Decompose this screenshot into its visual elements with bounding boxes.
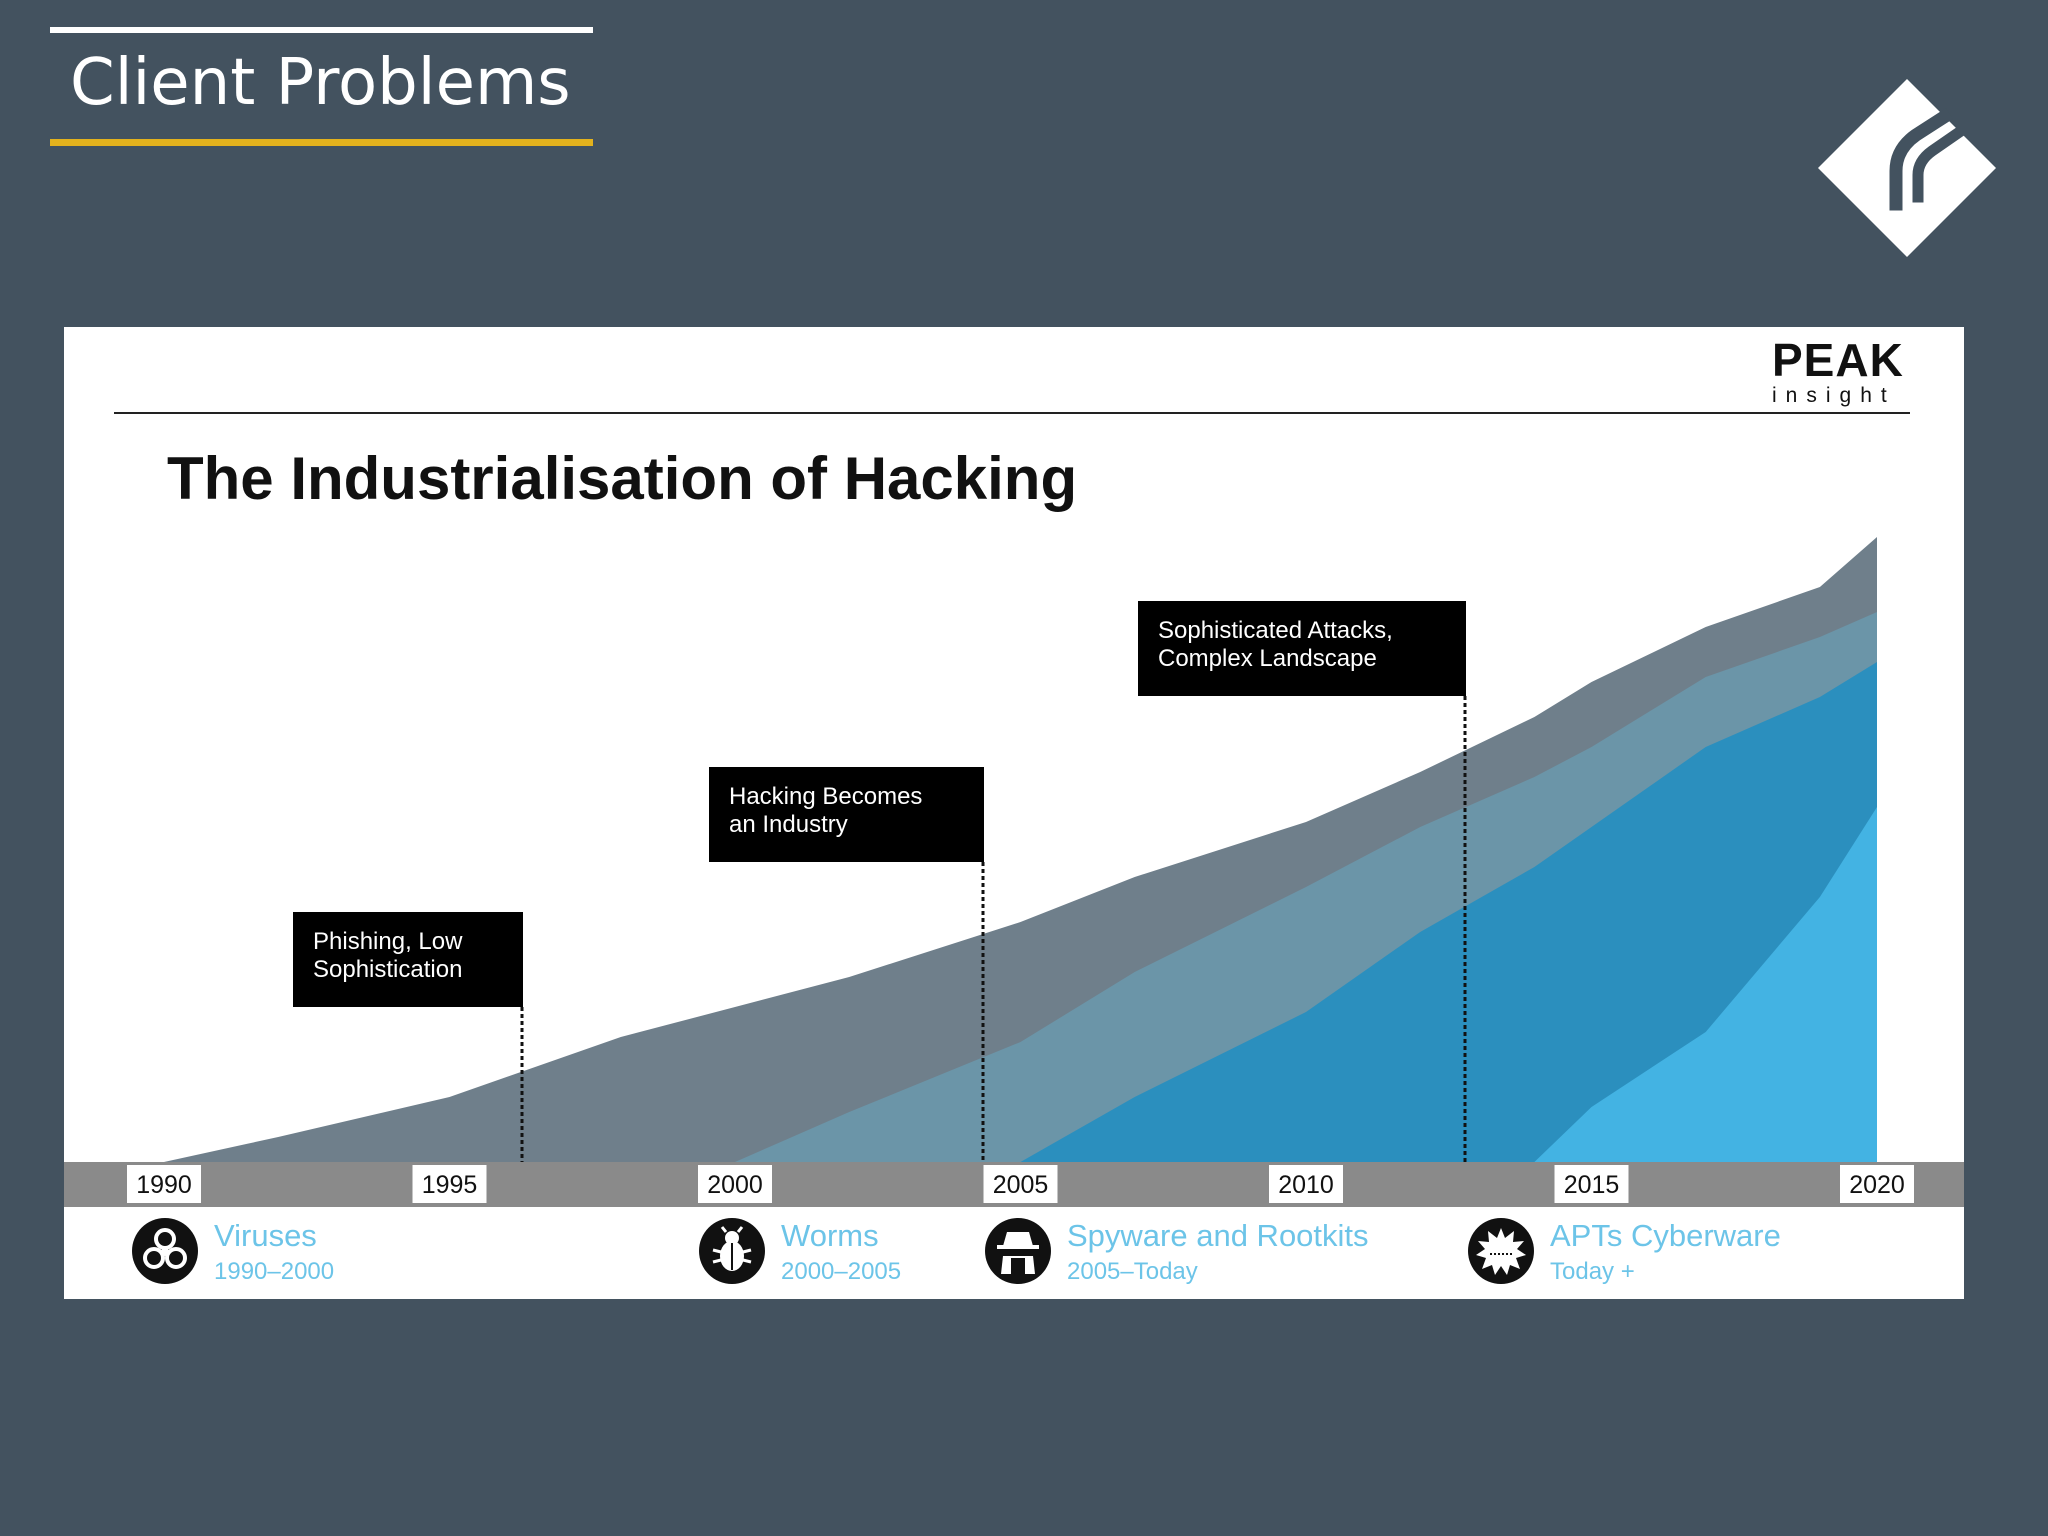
title-top-rule — [50, 27, 593, 33]
slide-title-block: Client Problems — [50, 27, 593, 146]
peak-logo-subtext: insight — [1772, 384, 1896, 407]
annotation-line-2: an Industry — [729, 810, 848, 838]
year-tick-box — [983, 1165, 1058, 1203]
legend-period: 1990–2000 — [214, 1258, 335, 1285]
chart-area-series-3 — [1020, 662, 1877, 1162]
legend-period: Today + — [1550, 1258, 1635, 1285]
gear-burst-icon — [1468, 1218, 1534, 1284]
content-panel: PEAK insight The Industrialisation of Ha… — [64, 327, 1964, 1299]
bug-icon — [699, 1218, 765, 1284]
annotation-line-2: Sophistication — [313, 955, 463, 983]
year-tick-box — [412, 1165, 487, 1203]
year-tick-label: 2020 — [1849, 1171, 1905, 1199]
annotation-callout: Phishing, Low Sophistication — [293, 912, 523, 1007]
biohazard-icon — [132, 1218, 198, 1284]
year-tick-label: 2015 — [1564, 1171, 1620, 1199]
year-tick-label: 2010 — [1278, 1171, 1334, 1199]
year-tick-box — [1269, 1165, 1343, 1203]
year-tick-box — [127, 1165, 201, 1203]
company-logo-icon — [1818, 79, 1996, 257]
slide-title: Client Problems — [70, 46, 571, 120]
annotation-line-1: Phishing, Low — [313, 928, 463, 955]
annotation-line-1: Hacking Becomes — [729, 783, 923, 810]
annotation-line-1: Sophisticated Attacks, — [1158, 617, 1393, 644]
year-tick-label: 1990 — [136, 1171, 192, 1199]
title-accent-rule — [50, 139, 593, 146]
annotation-callout: Sophisticated Attacks, Complex Landscape — [1138, 601, 1466, 696]
year-tick-label: 2005 — [993, 1171, 1049, 1199]
legend-name: Worms — [781, 1218, 879, 1253]
panel-heading: The Industrialisation of Hacking — [167, 445, 1078, 512]
annotation-callout: Hacking Becomes an Industry — [709, 767, 984, 862]
year-tick-label: 2000 — [707, 1171, 763, 1199]
peak-insight-logo: PEAK insight — [1772, 334, 1904, 407]
year-tick-box — [1554, 1165, 1629, 1203]
chart-area-series-4 — [1534, 807, 1877, 1162]
legend-name: APTs Cyberware — [1550, 1218, 1781, 1253]
spy-icon — [985, 1218, 1051, 1284]
legend-period: 2005–Today — [1067, 1258, 1198, 1285]
annotation-line-2: Complex Landscape — [1158, 644, 1377, 672]
legend-period: 2000–2005 — [781, 1258, 902, 1285]
year-tick-box — [1840, 1165, 1914, 1203]
year-tick-box — [698, 1165, 772, 1203]
peak-logo-word: PEAK — [1772, 334, 1904, 386]
legend-name: Spyware and Rootkits — [1067, 1218, 1369, 1253]
legend-name: Viruses — [214, 1218, 317, 1253]
hacking-timeline-chart: 1990 1995 2000 2005 2010 2015 2020 — [64, 537, 1964, 1207]
year-tick-label: 1995 — [422, 1171, 478, 1199]
panel-divider — [114, 412, 1910, 414]
